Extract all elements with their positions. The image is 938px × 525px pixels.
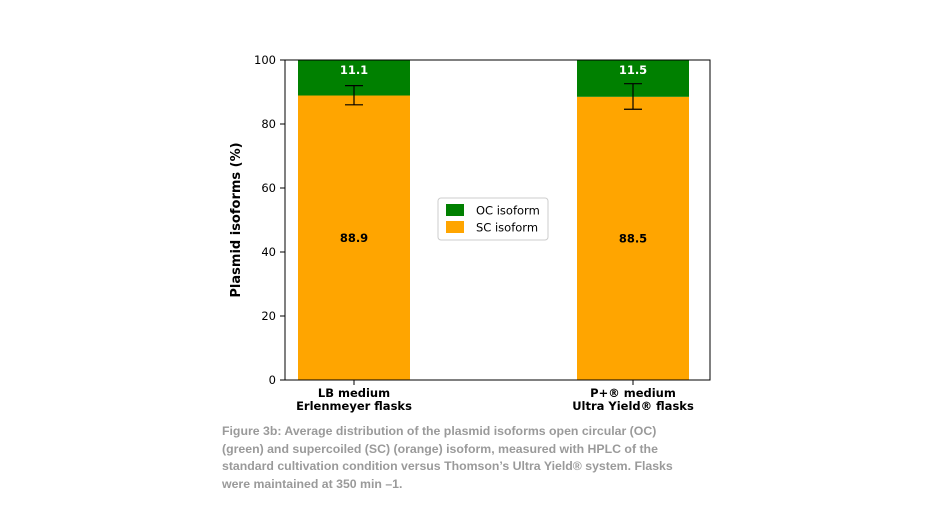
bar-sc-isoform-1 xyxy=(298,95,410,381)
y-tick-label-20: 20 xyxy=(261,309,276,323)
y-tick-label-0: 0 xyxy=(269,373,276,387)
y-tick-label-80: 80 xyxy=(261,117,276,131)
legend-box xyxy=(437,197,549,241)
y-axis: 0 20 40 60 80 100 xyxy=(254,53,285,387)
y-tick-label-60: 60 xyxy=(261,181,276,195)
x-tick-label-2-line-2: Ultra Yield® flasks xyxy=(572,399,694,413)
legend-label-sc-isoform: SC isoform xyxy=(476,221,538,235)
error-bars-layer xyxy=(345,83,642,110)
error-bar-1 xyxy=(345,84,363,106)
y-tick-label-40: 40 xyxy=(261,245,276,259)
value-label-sc-isoform-1: 88.9 xyxy=(340,231,368,245)
value-label-sc-isoform-2: 88.5 xyxy=(619,231,647,245)
legend-swatch-oc-isoform xyxy=(446,204,464,216)
plot-frame xyxy=(284,59,711,381)
value-labels-layer: 88.9 11.1 88.5 11.5 xyxy=(340,63,647,245)
x-tick-label-1-line-2: Erlenmeyer flasks xyxy=(296,399,412,413)
y-axis-label: Plasmid isoforms (%) xyxy=(229,142,244,297)
legend-swatch-sc-isoform xyxy=(446,221,464,233)
bar-sc-isoform-2 xyxy=(577,96,689,381)
x-tick-label-2-line-1: P+® medium xyxy=(590,386,676,400)
x-tick-label-1-line-1: LB medium xyxy=(318,386,390,400)
error-bar-2 xyxy=(624,83,642,110)
bars-layer xyxy=(298,60,689,381)
y-tick-label-100: 100 xyxy=(254,53,276,67)
legend-label-oc-isoform: OC isoform xyxy=(476,204,540,218)
value-label-oc-isoform-2: 11.5 xyxy=(619,63,647,77)
legend: OC isoform SC isoform xyxy=(437,197,549,241)
stacked-bar-chart: 88.9 11.1 88.5 11.5 0 20 40 60 80 100 LB mediumE… xyxy=(229,53,711,413)
figure-caption: Figure 3b: Average distribution of the p… xyxy=(222,424,673,491)
value-label-oc-isoform-1: 11.1 xyxy=(340,63,368,77)
